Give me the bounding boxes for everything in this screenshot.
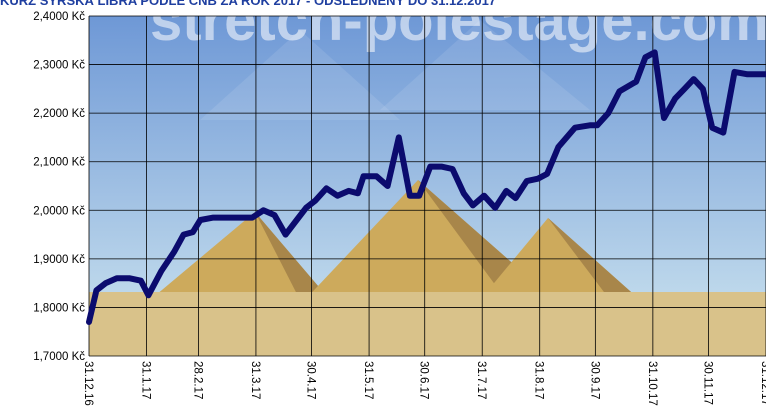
x-tick-label: 28.2.17 — [191, 361, 203, 399]
x-tick-label: 31.12.17 — [759, 361, 766, 406]
y-tick-label: 1,8000 Kč — [33, 302, 85, 314]
x-tick-label: 31.1.17 — [139, 361, 151, 399]
y-axis-ticks: 1,7000 Kč 1,8000 Kč 1,9000 Kč 2,0000 Kč 2,10… — [33, 11, 85, 363]
y-tick-label: 2,1000 Kč — [33, 157, 85, 169]
gridlines — [88, 15, 766, 357]
y-tick-label: 2,4000 Kč — [33, 11, 85, 23]
series-line — [86, 49, 766, 325]
x-tick-label: 31.5.17 — [362, 361, 374, 399]
x-tick-label: 31.7.17 — [475, 361, 487, 399]
y-tick-label: 2,2000 Kč — [33, 108, 85, 120]
x-axis-ticks: 31.12.16 31.1.17 28.2.17 31.3.17 30.4.17 31.5… — [82, 361, 766, 406]
x-tick-label: 31.8.17 — [533, 361, 545, 399]
sand — [89, 292, 766, 356]
x-tick-label: 31.12.16 — [82, 361, 94, 406]
y-tick-label: 2,3000 Kč — [33, 60, 85, 72]
watermark: stretch-polestage.com — [150, 0, 766, 53]
y-tick-label: 1,9000 Kč — [33, 254, 85, 266]
desert-pyramids-background — [89, 16, 766, 356]
x-tick-label: 31.10.17 — [646, 361, 658, 406]
x-tick-label: 30.6.17 — [418, 361, 430, 399]
x-tick-label: 30.11.17 — [702, 361, 714, 405]
y-tick-label: 1,7000 Kč — [33, 351, 85, 363]
x-tick-label: 30.4.17 — [305, 361, 317, 399]
chart-title-fragment: KURZ SYRSKÁ LIBRA PODLE ČNB ZA ROK 2017 … — [0, 0, 496, 8]
pyramid-left — [150, 212, 330, 300]
y-tick-label: 2,0000 Kč — [33, 205, 85, 217]
x-tick-label: 30.9.17 — [588, 361, 600, 399]
x-tick-label: 31.3.17 — [249, 361, 261, 399]
